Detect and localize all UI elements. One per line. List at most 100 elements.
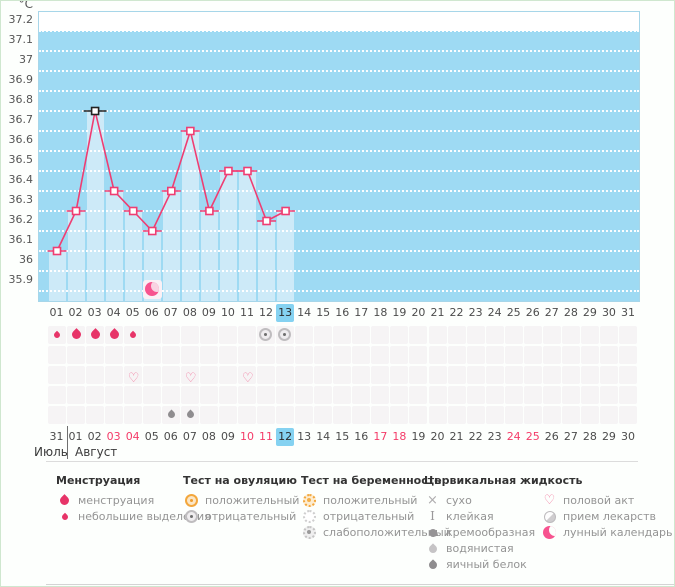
- event-cell-menstruation-and-ovulation-test-day-05[interactable]: [123, 326, 142, 344]
- temperature-point-day-11[interactable]: [243, 166, 252, 176]
- event-cell-intercourse-day-08[interactable]: [180, 366, 199, 384]
- date-31[interactable]: 31: [49, 430, 64, 443]
- event-cell-intercourse-day-03[interactable]: [85, 366, 104, 384]
- event-cell-empty-row-2-day-14[interactable]: [295, 386, 314, 404]
- event-cell-menstruation-and-ovulation-test-day-01[interactable]: [47, 326, 66, 344]
- event-cell-intercourse-day-01[interactable]: [47, 366, 66, 384]
- cycle-day-19[interactable]: 19: [392, 306, 407, 319]
- event-cell-menstruation-and-ovulation-test-day-20[interactable]: [409, 326, 428, 344]
- temperature-point-day-02[interactable]: [71, 206, 81, 216]
- event-cell-cervical-fluid-day-28[interactable]: [561, 406, 580, 424]
- date-08[interactable]: 08: [201, 430, 216, 443]
- cycle-day-17[interactable]: 17: [354, 306, 369, 319]
- event-cell-menstruation-and-ovulation-test-day-16[interactable]: [333, 326, 352, 344]
- event-cell-empty-row-1-day-23[interactable]: [466, 346, 485, 364]
- event-cell-cervical-fluid-day-19[interactable]: [390, 406, 409, 424]
- cycle-day-11[interactable]: 11: [240, 306, 254, 319]
- event-cell-empty-row-2-day-28[interactable]: [561, 386, 580, 404]
- date-03[interactable]: 03: [106, 430, 121, 443]
- event-cell-menstruation-and-ovulation-test-day-17[interactable]: [352, 326, 371, 344]
- event-cell-cervical-fluid-day-14[interactable]: [295, 406, 314, 424]
- event-cell-empty-row-1-day-17[interactable]: [352, 346, 371, 364]
- event-cell-empty-row-1-day-04[interactable]: [104, 346, 123, 364]
- cycle-day-23[interactable]: 23: [468, 306, 483, 319]
- event-cell-intercourse-day-29[interactable]: [580, 366, 599, 384]
- event-cell-menstruation-and-ovulation-test-day-02[interactable]: [66, 326, 85, 344]
- temperature-point-day-12[interactable]: [262, 216, 271, 226]
- date-11[interactable]: 11: [259, 430, 274, 443]
- cycle-day-03[interactable]: 03: [87, 306, 102, 319]
- event-cell-intercourse-day-05[interactable]: [123, 366, 142, 384]
- event-cell-intercourse-day-02[interactable]: [66, 366, 85, 384]
- event-cell-empty-row-1-day-07[interactable]: [161, 346, 180, 364]
- event-cell-empty-row-2-day-06[interactable]: [142, 386, 161, 404]
- event-cell-menstruation-and-ovulation-test-day-29[interactable]: [580, 326, 599, 344]
- event-cell-cervical-fluid-day-23[interactable]: [466, 406, 485, 424]
- temperature-point-day-07[interactable]: [167, 186, 176, 196]
- cycle-day-02[interactable]: 02: [68, 306, 83, 319]
- date-23[interactable]: 23: [487, 430, 502, 443]
- date-25[interactable]: 25: [525, 430, 540, 443]
- event-cell-cervical-fluid-day-16[interactable]: [333, 406, 352, 424]
- date-22[interactable]: 22: [468, 430, 483, 443]
- event-cell-menstruation-and-ovulation-test-day-28[interactable]: [561, 326, 580, 344]
- event-cell-menstruation-and-ovulation-test-day-13[interactable]: [276, 326, 295, 344]
- event-cell-cervical-fluid-day-06[interactable]: [142, 406, 161, 424]
- event-cell-empty-row-1-day-27[interactable]: [542, 346, 561, 364]
- date-10[interactable]: 10: [240, 430, 254, 443]
- event-cell-intercourse-day-14[interactable]: [295, 366, 314, 384]
- cycle-day-18[interactable]: 18: [373, 306, 388, 319]
- event-cell-cervical-fluid-day-02[interactable]: [66, 406, 85, 424]
- event-cell-empty-row-2-day-03[interactable]: [85, 386, 104, 404]
- event-cell-empty-row-2-day-17[interactable]: [352, 386, 371, 404]
- date-17[interactable]: 17: [373, 430, 388, 443]
- event-cell-empty-row-2-day-25[interactable]: [504, 386, 523, 404]
- event-cell-empty-row-2-day-24[interactable]: [485, 386, 504, 404]
- cycle-day-27[interactable]: 27: [544, 306, 559, 319]
- event-cell-menstruation-and-ovulation-test-day-09[interactable]: [199, 326, 218, 344]
- event-cell-cervical-fluid-day-08[interactable]: [180, 406, 199, 424]
- event-cell-empty-row-2-day-04[interactable]: [104, 386, 123, 404]
- date-07[interactable]: 07: [182, 430, 197, 443]
- event-cell-empty-row-1-day-13[interactable]: [276, 346, 295, 364]
- event-cell-menstruation-and-ovulation-test-day-06[interactable]: [142, 326, 161, 344]
- event-cell-empty-row-1-day-18[interactable]: [371, 346, 390, 364]
- event-cell-menstruation-and-ovulation-test-day-04[interactable]: [104, 326, 123, 344]
- date-28[interactable]: 28: [582, 430, 597, 443]
- temperature-point-day-09[interactable]: [205, 206, 214, 216]
- date-06[interactable]: 06: [163, 430, 178, 443]
- event-cell-menstruation-and-ovulation-test-day-08[interactable]: [180, 326, 199, 344]
- cycle-day-06[interactable]: 06: [144, 306, 159, 319]
- event-cell-menstruation-and-ovulation-test-day-15[interactable]: [314, 326, 333, 344]
- event-cell-intercourse-day-30[interactable]: [599, 366, 618, 384]
- date-18[interactable]: 18: [392, 430, 407, 443]
- event-cell-menstruation-and-ovulation-test-day-22[interactable]: [447, 326, 466, 344]
- cycle-day-25[interactable]: 25: [506, 306, 521, 319]
- event-cell-empty-row-1-day-14[interactable]: [295, 346, 314, 364]
- event-cell-empty-row-2-day-09[interactable]: [199, 386, 218, 404]
- event-cell-intercourse-day-23[interactable]: [466, 366, 485, 384]
- event-cell-menstruation-and-ovulation-test-day-26[interactable]: [523, 326, 542, 344]
- date-09[interactable]: 09: [220, 430, 235, 443]
- event-cell-empty-row-1-day-29[interactable]: [580, 346, 599, 364]
- event-cell-menstruation-and-ovulation-test-day-25[interactable]: [504, 326, 523, 344]
- cycle-day-29[interactable]: 29: [582, 306, 597, 319]
- cycle-day-05[interactable]: 05: [125, 306, 140, 319]
- event-cell-cervical-fluid-day-26[interactable]: [523, 406, 542, 424]
- cycle-day-04[interactable]: 04: [106, 306, 121, 319]
- event-cell-empty-row-2-day-15[interactable]: [314, 386, 333, 404]
- event-cell-menstruation-and-ovulation-test-day-30[interactable]: [599, 326, 618, 344]
- event-cell-menstruation-and-ovulation-test-day-27[interactable]: [542, 326, 561, 344]
- event-cell-cervical-fluid-day-22[interactable]: [447, 406, 466, 424]
- date-05[interactable]: 05: [144, 430, 159, 443]
- event-cell-intercourse-day-18[interactable]: [371, 366, 390, 384]
- date-15[interactable]: 15: [335, 430, 350, 443]
- cycle-day-26[interactable]: 26: [525, 306, 540, 319]
- date-13[interactable]: 13: [297, 430, 312, 443]
- event-cell-menstruation-and-ovulation-test-day-12[interactable]: [257, 326, 276, 344]
- event-cell-empty-row-1-day-01[interactable]: [47, 346, 66, 364]
- event-cell-cervical-fluid-day-24[interactable]: [485, 406, 504, 424]
- event-cell-cervical-fluid-day-15[interactable]: [314, 406, 333, 424]
- event-cell-cervical-fluid-day-13[interactable]: [276, 406, 295, 424]
- event-cell-cervical-fluid-day-21[interactable]: [428, 406, 447, 424]
